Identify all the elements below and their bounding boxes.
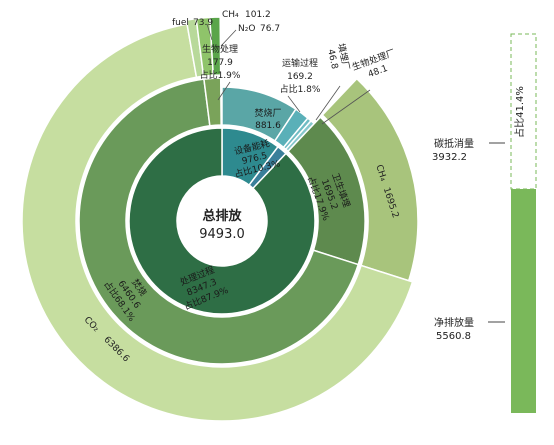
middle-label-transport-value: 169.2 xyxy=(287,72,313,82)
leader-bio-plant xyxy=(321,89,371,125)
middle-label-transport-name: 运输过程 xyxy=(282,57,318,69)
outer-label-fuel-name: fuel xyxy=(172,18,189,28)
net-name: 净排放量 xyxy=(434,316,474,329)
center-label: 总排放 9493.0 xyxy=(179,178,265,264)
outer-wedge-co2 xyxy=(21,23,414,422)
offset-value: 3932.2 xyxy=(432,152,467,163)
center-hole xyxy=(179,178,265,264)
inner-wedge-process xyxy=(128,127,316,315)
middle-label-landfill-plant-value: 46.8 xyxy=(325,48,339,70)
middle-label-bio-treatment-share: 占比1.9% xyxy=(200,69,241,81)
outer-wedge-n2o xyxy=(209,16,222,77)
bar-offset-share: 占比41.4% xyxy=(513,86,526,138)
outer-label-n2o-value: 76.7 xyxy=(260,24,280,34)
bar-segment-offset xyxy=(510,33,537,190)
label-leader-lines xyxy=(206,23,371,125)
middle-label-incineration-plant-value: 881.6 xyxy=(255,121,281,131)
leader-landfill-plant xyxy=(315,85,341,121)
outer-label-ch4-small-name: CH₄ xyxy=(222,10,239,20)
offset-name: 碳抵消量 xyxy=(434,137,474,150)
outer-label-ch4-small-value: 101.2 xyxy=(245,10,271,20)
middle-label-incineration-plant-name: 焚烧厂 xyxy=(254,107,281,119)
leader-transport xyxy=(287,95,301,113)
middle-label-bio-treatment-name: 生物处理 xyxy=(202,43,238,55)
bar-segment-net xyxy=(511,189,536,413)
center-value: 9493.0 xyxy=(199,227,245,242)
center-title: 总排放 xyxy=(202,208,242,224)
offset-bar: 占比41.4% 碳抵消量 3932.2 净排放量 5560.8 xyxy=(432,33,537,413)
middle-wedge-bio-treatment xyxy=(203,77,222,127)
leader-bio-treatment xyxy=(217,81,231,101)
outer-label-fuel-value: 73.9 xyxy=(193,18,213,28)
middle-wedge-incineration xyxy=(78,78,360,365)
outer-label-n2o-name: N₂O xyxy=(238,24,255,34)
leader-n2o xyxy=(220,29,237,47)
middle-label-bio-treatment-value: 177.9 xyxy=(207,58,233,68)
middle-label-transport-share: 占比1.8% xyxy=(280,83,321,95)
net-value: 5560.8 xyxy=(436,331,471,342)
sunburst-rings xyxy=(21,16,419,422)
leader-fuel xyxy=(206,23,213,41)
